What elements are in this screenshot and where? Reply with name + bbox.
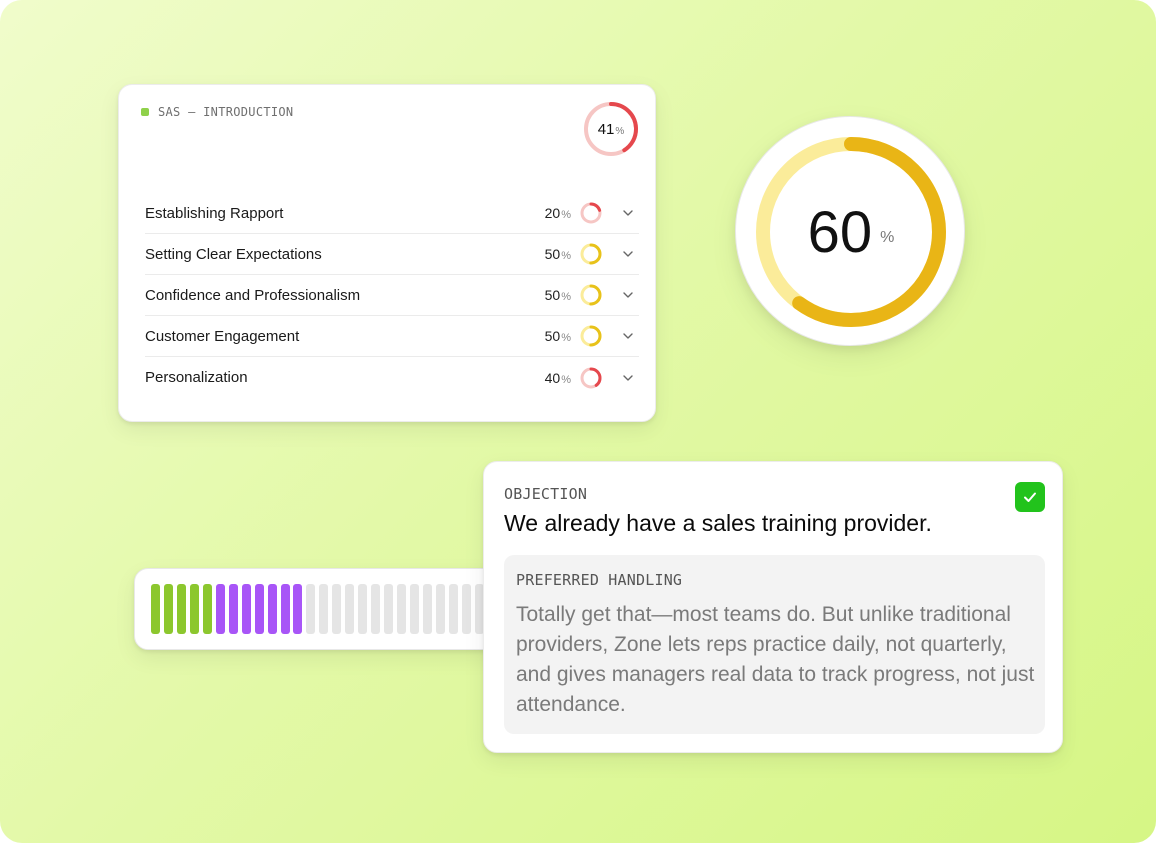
preferred-handling-text: Totally get that—most teams do. But unli… [516, 603, 1035, 716]
criteria-name: Customer Engagement [145, 327, 300, 345]
meter-bar-empty [345, 584, 355, 634]
section-dot-icon [141, 108, 149, 116]
overall-score-gauge: 60 % [735, 116, 965, 346]
section-label: SAS — INTRODUCTION [158, 105, 294, 119]
meter-bar-green [151, 584, 160, 634]
total-score-value: 41 [597, 121, 615, 138]
objection-title: We already have a sales training provide… [504, 510, 932, 536]
objection-card: OBJECTION We already have a sales traini… [483, 461, 1063, 753]
criteria-name: Personalization [145, 369, 248, 386]
criteria-list: Establishing Rapport 20% Setting Clear E… [145, 193, 639, 398]
criteria-score: 50% [544, 246, 571, 262]
meter-bar-empty [319, 584, 329, 634]
total-score-ring: 41 % [581, 99, 641, 159]
criteria-score-ring [580, 243, 602, 265]
meter-bar-empty [435, 584, 445, 634]
chevron-down-icon[interactable] [621, 247, 635, 261]
criteria-score-ring [580, 284, 602, 306]
preferred-handling-box: PREFERRED HANDLING Totally get that—most… [504, 555, 1045, 734]
criteria-row-confidence-professionalism[interactable]: Confidence and Professionalism 50% [145, 275, 639, 316]
criteria-score-ring [580, 325, 602, 347]
chevron-down-icon[interactable] [621, 206, 635, 220]
criteria-row-establishing-rapport[interactable]: Establishing Rapport 20% [145, 193, 639, 234]
meter-bar-purple [228, 584, 238, 634]
meter-bar-empty [461, 584, 471, 634]
criteria-name: Establishing Rapport [145, 204, 284, 222]
criteria-row-customer-engagement[interactable]: Customer Engagement 50% [145, 316, 639, 357]
gauge-percent: % [880, 229, 895, 246]
criteria-score-arc [580, 243, 602, 265]
meter-bar-purple [293, 584, 303, 634]
meter-bar-green [189, 584, 199, 634]
meter-bar-empty [410, 584, 419, 634]
criteria-score: 40% [544, 369, 571, 386]
criteria-row-setting-clear-expectations[interactable]: Setting Clear Expectations 50% [145, 234, 639, 275]
criteria-score: 50% [544, 287, 571, 303]
criteria-score-arc [580, 325, 602, 347]
meter-bar-empty [384, 584, 394, 634]
score-card: SAS — INTRODUCTION 41 % Establishing Rap… [118, 84, 656, 422]
meter-bar-purple [280, 584, 290, 634]
meter-bar-green [202, 584, 212, 634]
meter-bar-purple [215, 584, 225, 634]
progress-bar-meter [134, 568, 514, 650]
meter-bar-purple [241, 584, 251, 634]
meter-bar-green [176, 584, 186, 634]
criteria-name: Setting Clear Expectations [145, 245, 322, 263]
meter-bar-green [163, 584, 173, 634]
criteria-score-arc [580, 202, 602, 224]
chevron-down-icon[interactable] [621, 288, 635, 302]
criteria-score: 50% [544, 328, 571, 344]
meter-bar-purple [254, 584, 264, 634]
criteria-row-personalization[interactable]: Personalization 40% [145, 357, 639, 398]
meter-bar-empty [474, 584, 484, 634]
score-card-header: SAS — INTRODUCTION [141, 105, 293, 119]
meter-bar-purple [267, 584, 277, 634]
criteria-score: 20% [544, 205, 571, 221]
criteria-score-ring [580, 202, 602, 224]
criteria-score-arc [580, 284, 602, 306]
total-score-percent: % [615, 126, 625, 137]
checkmark-icon[interactable] [1015, 482, 1045, 512]
criteria-name: Confidence and Professionalism [145, 286, 361, 304]
chevron-down-icon[interactable] [621, 329, 635, 343]
chevron-down-icon[interactable] [621, 371, 635, 385]
meter-bar-empty [306, 584, 316, 634]
meter-bar-empty [422, 584, 432, 634]
meter-bar-empty [358, 584, 368, 634]
meter-bar-empty [397, 584, 407, 634]
preferred-handling-label: PREFERRED HANDLING [516, 571, 683, 589]
gauge-value: 60 [807, 199, 873, 265]
meter-bars [151, 584, 511, 634]
meter-bar-empty [448, 584, 458, 634]
criteria-score-arc [580, 367, 602, 388]
objection-label: OBJECTION [504, 485, 588, 503]
criteria-score-ring [580, 367, 602, 388]
meter-bar-empty [332, 584, 342, 634]
meter-bar-empty [371, 584, 381, 634]
